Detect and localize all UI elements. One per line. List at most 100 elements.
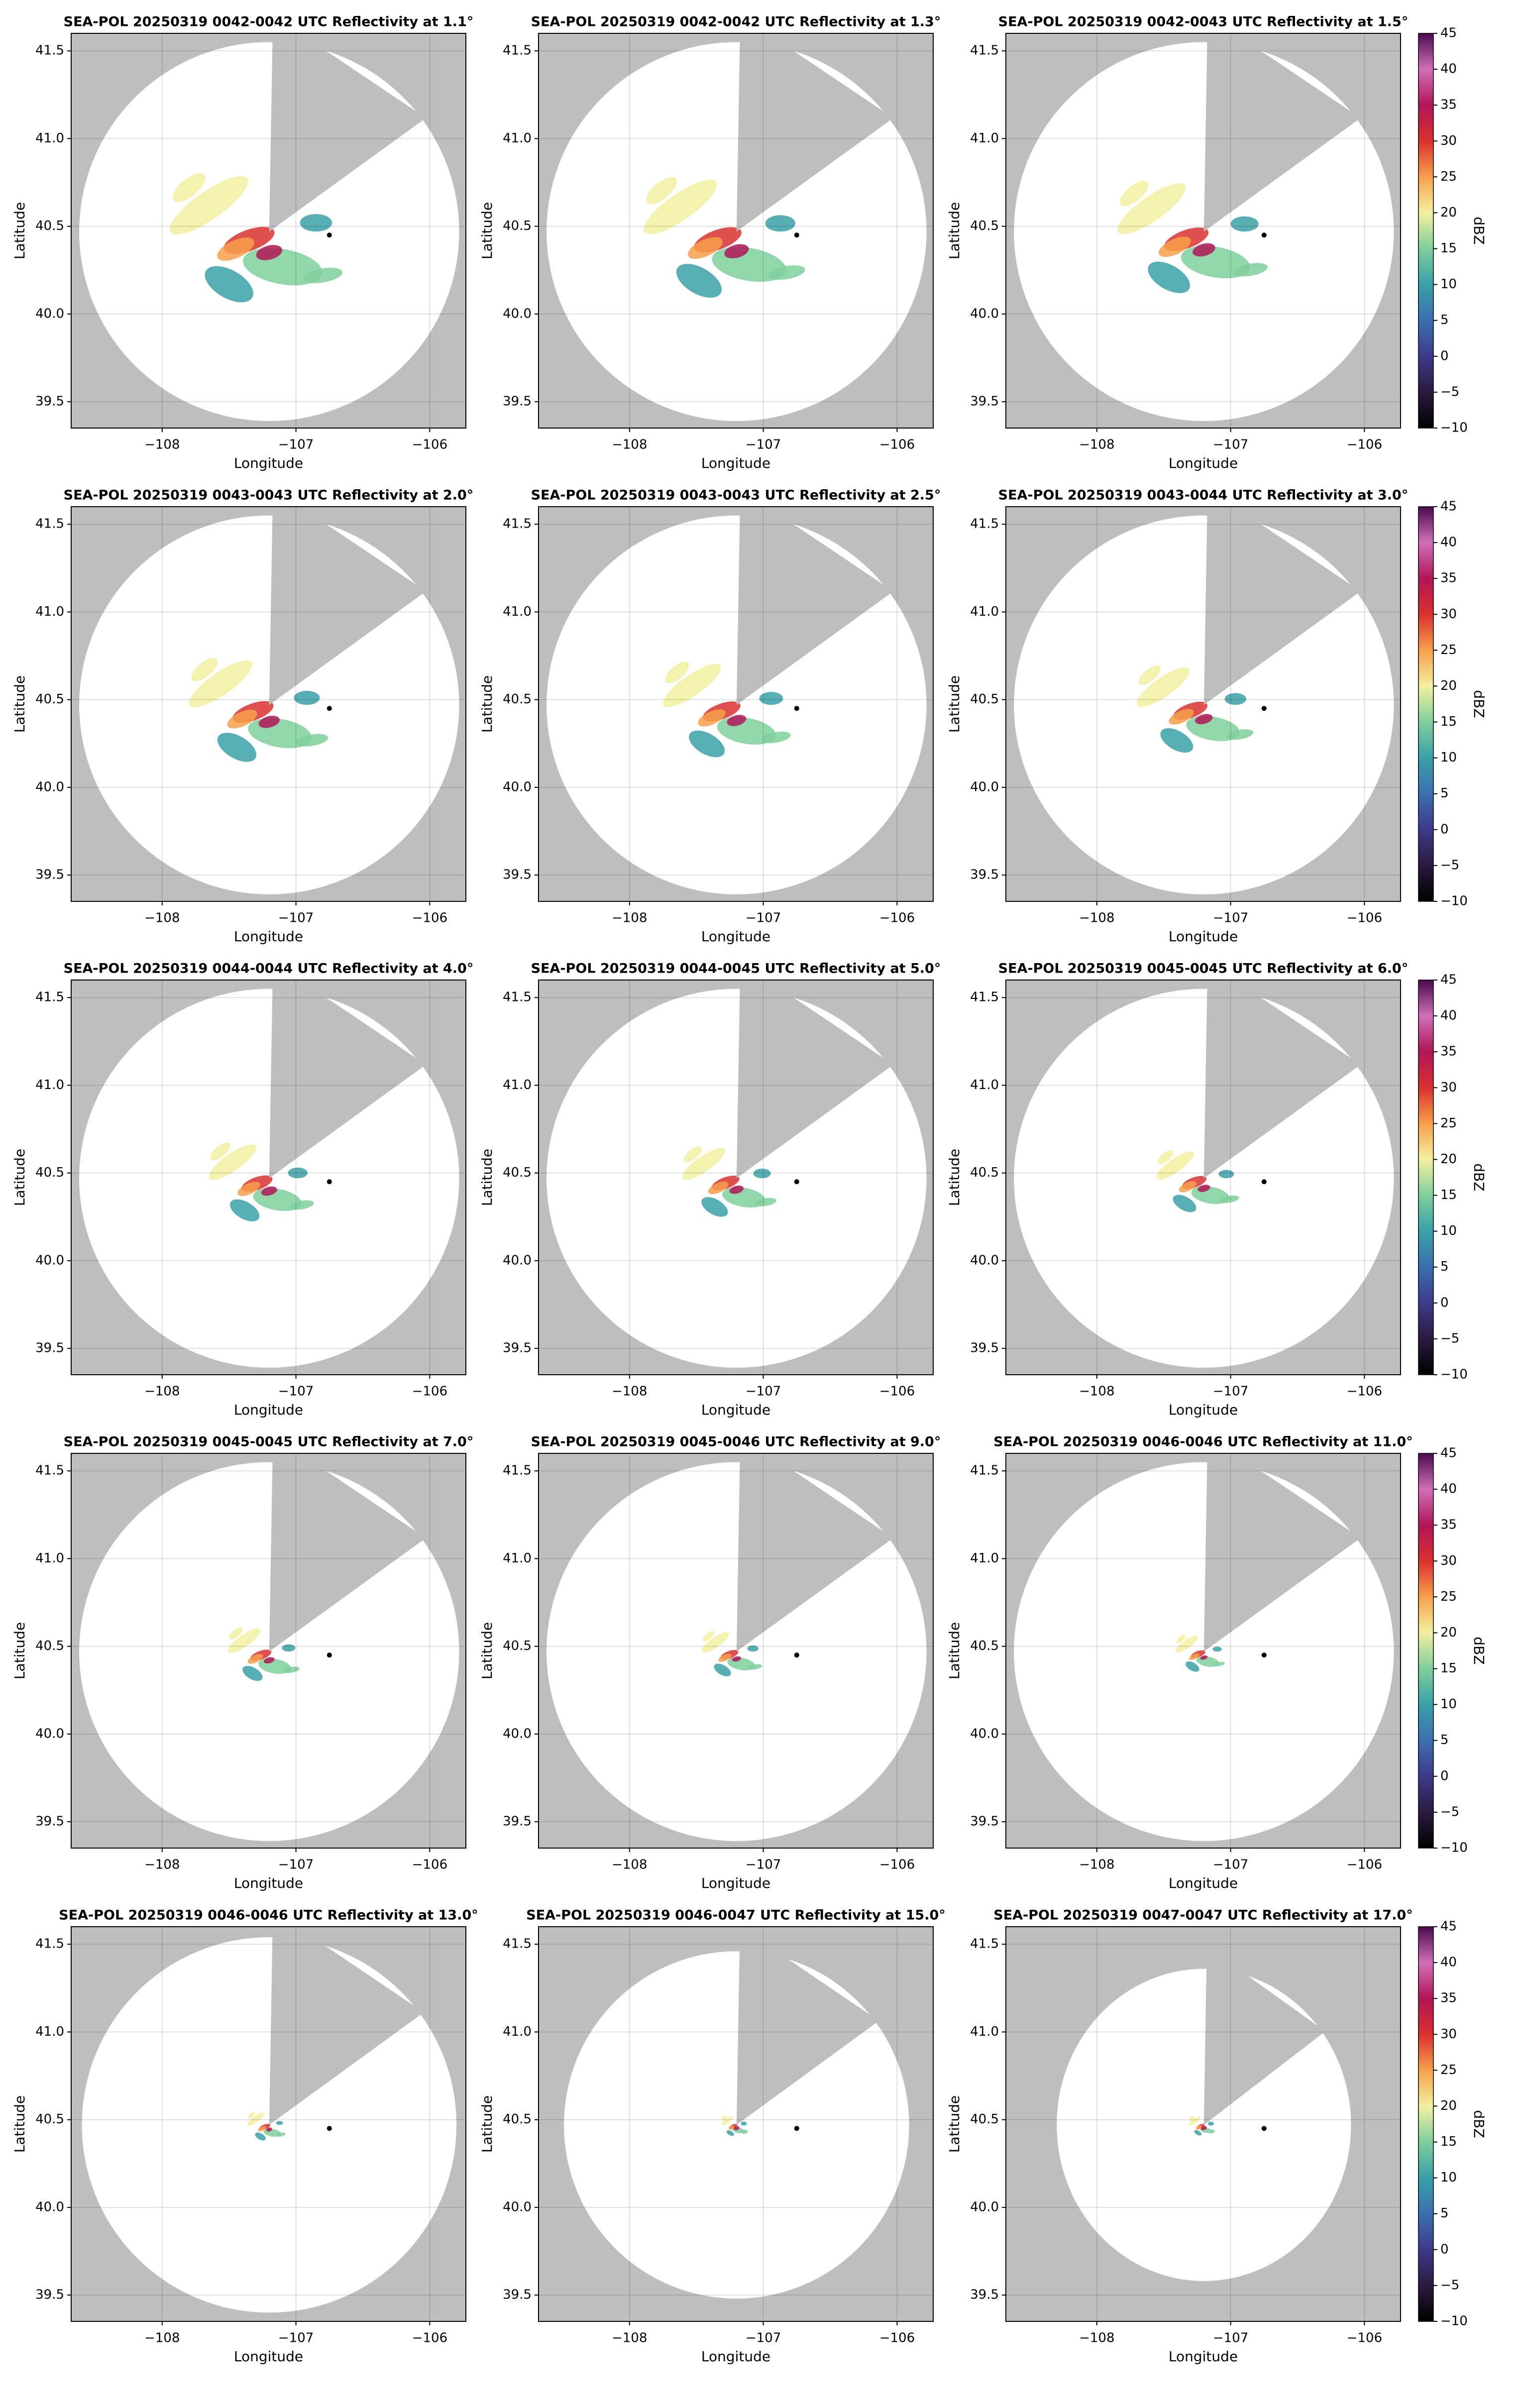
plot-area: [539, 1927, 933, 2321]
y-tick-label: 41.0: [35, 604, 64, 619]
y-tick-label: 41.5: [970, 1463, 999, 1478]
colorbar: [1418, 1926, 1434, 2322]
y-tick-label: 39.5: [503, 1814, 532, 1829]
x-tick-label: −106: [412, 438, 447, 452]
x-tick-label: −108: [612, 911, 647, 926]
y-tick-label: 41.5: [503, 43, 532, 58]
colorbar-tick-label: 20: [1440, 205, 1457, 220]
colorbar-tick-label: 25: [1440, 1116, 1457, 1131]
echo: [755, 1198, 777, 1206]
echo: [1224, 693, 1247, 705]
colorbar-tick-label: 0: [1440, 1295, 1449, 1310]
colorbar-tick-label: −10: [1440, 421, 1468, 436]
panel: SEA-POL 20250319 0042-0042 UTC Reflectiv…: [11, 14, 473, 472]
colorbar-tick-label: 5: [1440, 313, 1449, 328]
x-axis-label: Longitude: [1169, 2348, 1238, 2365]
site-marker: [1261, 706, 1267, 711]
colorbar-tick-label: 25: [1440, 2063, 1457, 2078]
echo: [205, 266, 253, 303]
chart-title: SEA-POL 20250319 0042-0042 UTC Reflectiv…: [64, 14, 474, 30]
y-tick-label: 40.0: [503, 779, 532, 794]
colorbar-tick-label: 15: [1440, 241, 1457, 256]
echo: [229, 1199, 260, 1221]
echo: [1194, 2130, 1202, 2136]
colorbar: [1418, 506, 1434, 902]
x-tick-label: −106: [879, 2331, 915, 2346]
colorbar-tick-label: 35: [1440, 1991, 1457, 2006]
blocked-sector: [269, 38, 426, 232]
echo: [1189, 1653, 1200, 1660]
colorbar-label: dBZ: [1471, 2110, 1487, 2138]
plot-area: [1006, 507, 1401, 901]
y-tick-label: 39.5: [970, 394, 999, 409]
x-axis-label: Longitude: [1169, 455, 1238, 471]
echo: [1213, 1661, 1225, 1666]
echo: [1185, 1661, 1199, 1672]
x-tick-label: −107: [278, 2331, 314, 2346]
chart-title: SEA-POL 20250319 0044-0044 UTC Reflectiv…: [64, 961, 474, 977]
panel: SEA-POL 20250319 0043-0043 UTC Reflectiv…: [11, 488, 473, 945]
y-tick-label: 41.0: [970, 2024, 999, 2039]
y-tick-label: 40.5: [970, 2112, 999, 2127]
x-axis-label: Longitude: [234, 928, 303, 945]
echo: [1176, 1635, 1186, 1643]
y-tick-label: 39.5: [970, 2288, 999, 2302]
x-tick-label: −106: [412, 1858, 447, 1872]
x-tick-label: −108: [144, 1858, 180, 1872]
x-tick-label: −106: [412, 911, 447, 926]
colorbar: [1418, 980, 1434, 1375]
echo: [665, 661, 689, 683]
echo: [1169, 709, 1194, 725]
echo: [266, 2127, 272, 2132]
y-tick-label: 39.5: [35, 868, 64, 882]
echo: [1230, 216, 1259, 232]
panel: SEA-POL 20250319 0046-0046 UTC Reflectiv…: [11, 1908, 478, 2365]
echo: [1179, 1181, 1197, 1193]
colorbar-tick-label: 15: [1440, 1188, 1457, 1203]
echo: [242, 1666, 263, 1681]
echo: [261, 1186, 277, 1196]
site-marker: [794, 1179, 799, 1185]
y-tick-label: 41.5: [503, 1463, 532, 1478]
x-axis-label: Longitude: [234, 1402, 303, 1418]
panel: SEA-POL 20250319 0045-0045 UTC Reflectiv…: [11, 1434, 473, 1892]
y-tick-label: 40.0: [503, 1253, 532, 1268]
echo: [1175, 1636, 1198, 1652]
colorbar-tick-label: 45: [1440, 1446, 1457, 1461]
y-tick-label: 39.5: [970, 868, 999, 882]
x-tick-label: −108: [144, 1384, 180, 1399]
echo: [646, 177, 677, 205]
x-axis-label: Longitude: [701, 1875, 770, 1891]
echo: [644, 179, 717, 234]
echo: [210, 1142, 230, 1161]
y-tick-label: 40.0: [970, 306, 999, 321]
colorbar-tick-label: 40: [1440, 1482, 1457, 1497]
x-tick-label: −108: [1079, 2331, 1114, 2346]
echo: [294, 690, 320, 705]
x-axis-label: Longitude: [701, 2348, 770, 2365]
echo: [689, 730, 725, 758]
echo: [1158, 236, 1191, 257]
y-tick-label: 41.0: [970, 604, 999, 619]
echo: [1208, 2129, 1215, 2134]
panel: SEA-POL 20250319 0045-0046 UTC Reflectiv…: [479, 1434, 941, 1892]
echo: [247, 2112, 265, 2126]
echo: [276, 2121, 283, 2125]
colorbar-tick-label: −5: [1440, 858, 1459, 873]
echo: [663, 663, 721, 707]
echo: [741, 2121, 747, 2126]
y-tick-label: 40.5: [503, 692, 532, 707]
echo: [724, 244, 749, 259]
echo: [300, 214, 332, 232]
blocked-sector: [269, 985, 426, 1179]
y-axis-label: Latitude: [946, 2095, 963, 2153]
y-axis-label: Latitude: [946, 202, 963, 259]
echo: [1156, 1151, 1194, 1180]
echo: [708, 1181, 729, 1195]
echo: [1160, 728, 1193, 753]
chart-title: SEA-POL 20250319 0043-0043 UTC Reflectiv…: [64, 488, 474, 503]
chart-title: SEA-POL 20250319 0046-0047 UTC Reflectiv…: [526, 1908, 945, 1923]
y-tick-label: 40.5: [35, 2112, 64, 2127]
colorbar-tick-label: 45: [1440, 1919, 1457, 1934]
y-tick-label: 41.0: [503, 604, 532, 619]
